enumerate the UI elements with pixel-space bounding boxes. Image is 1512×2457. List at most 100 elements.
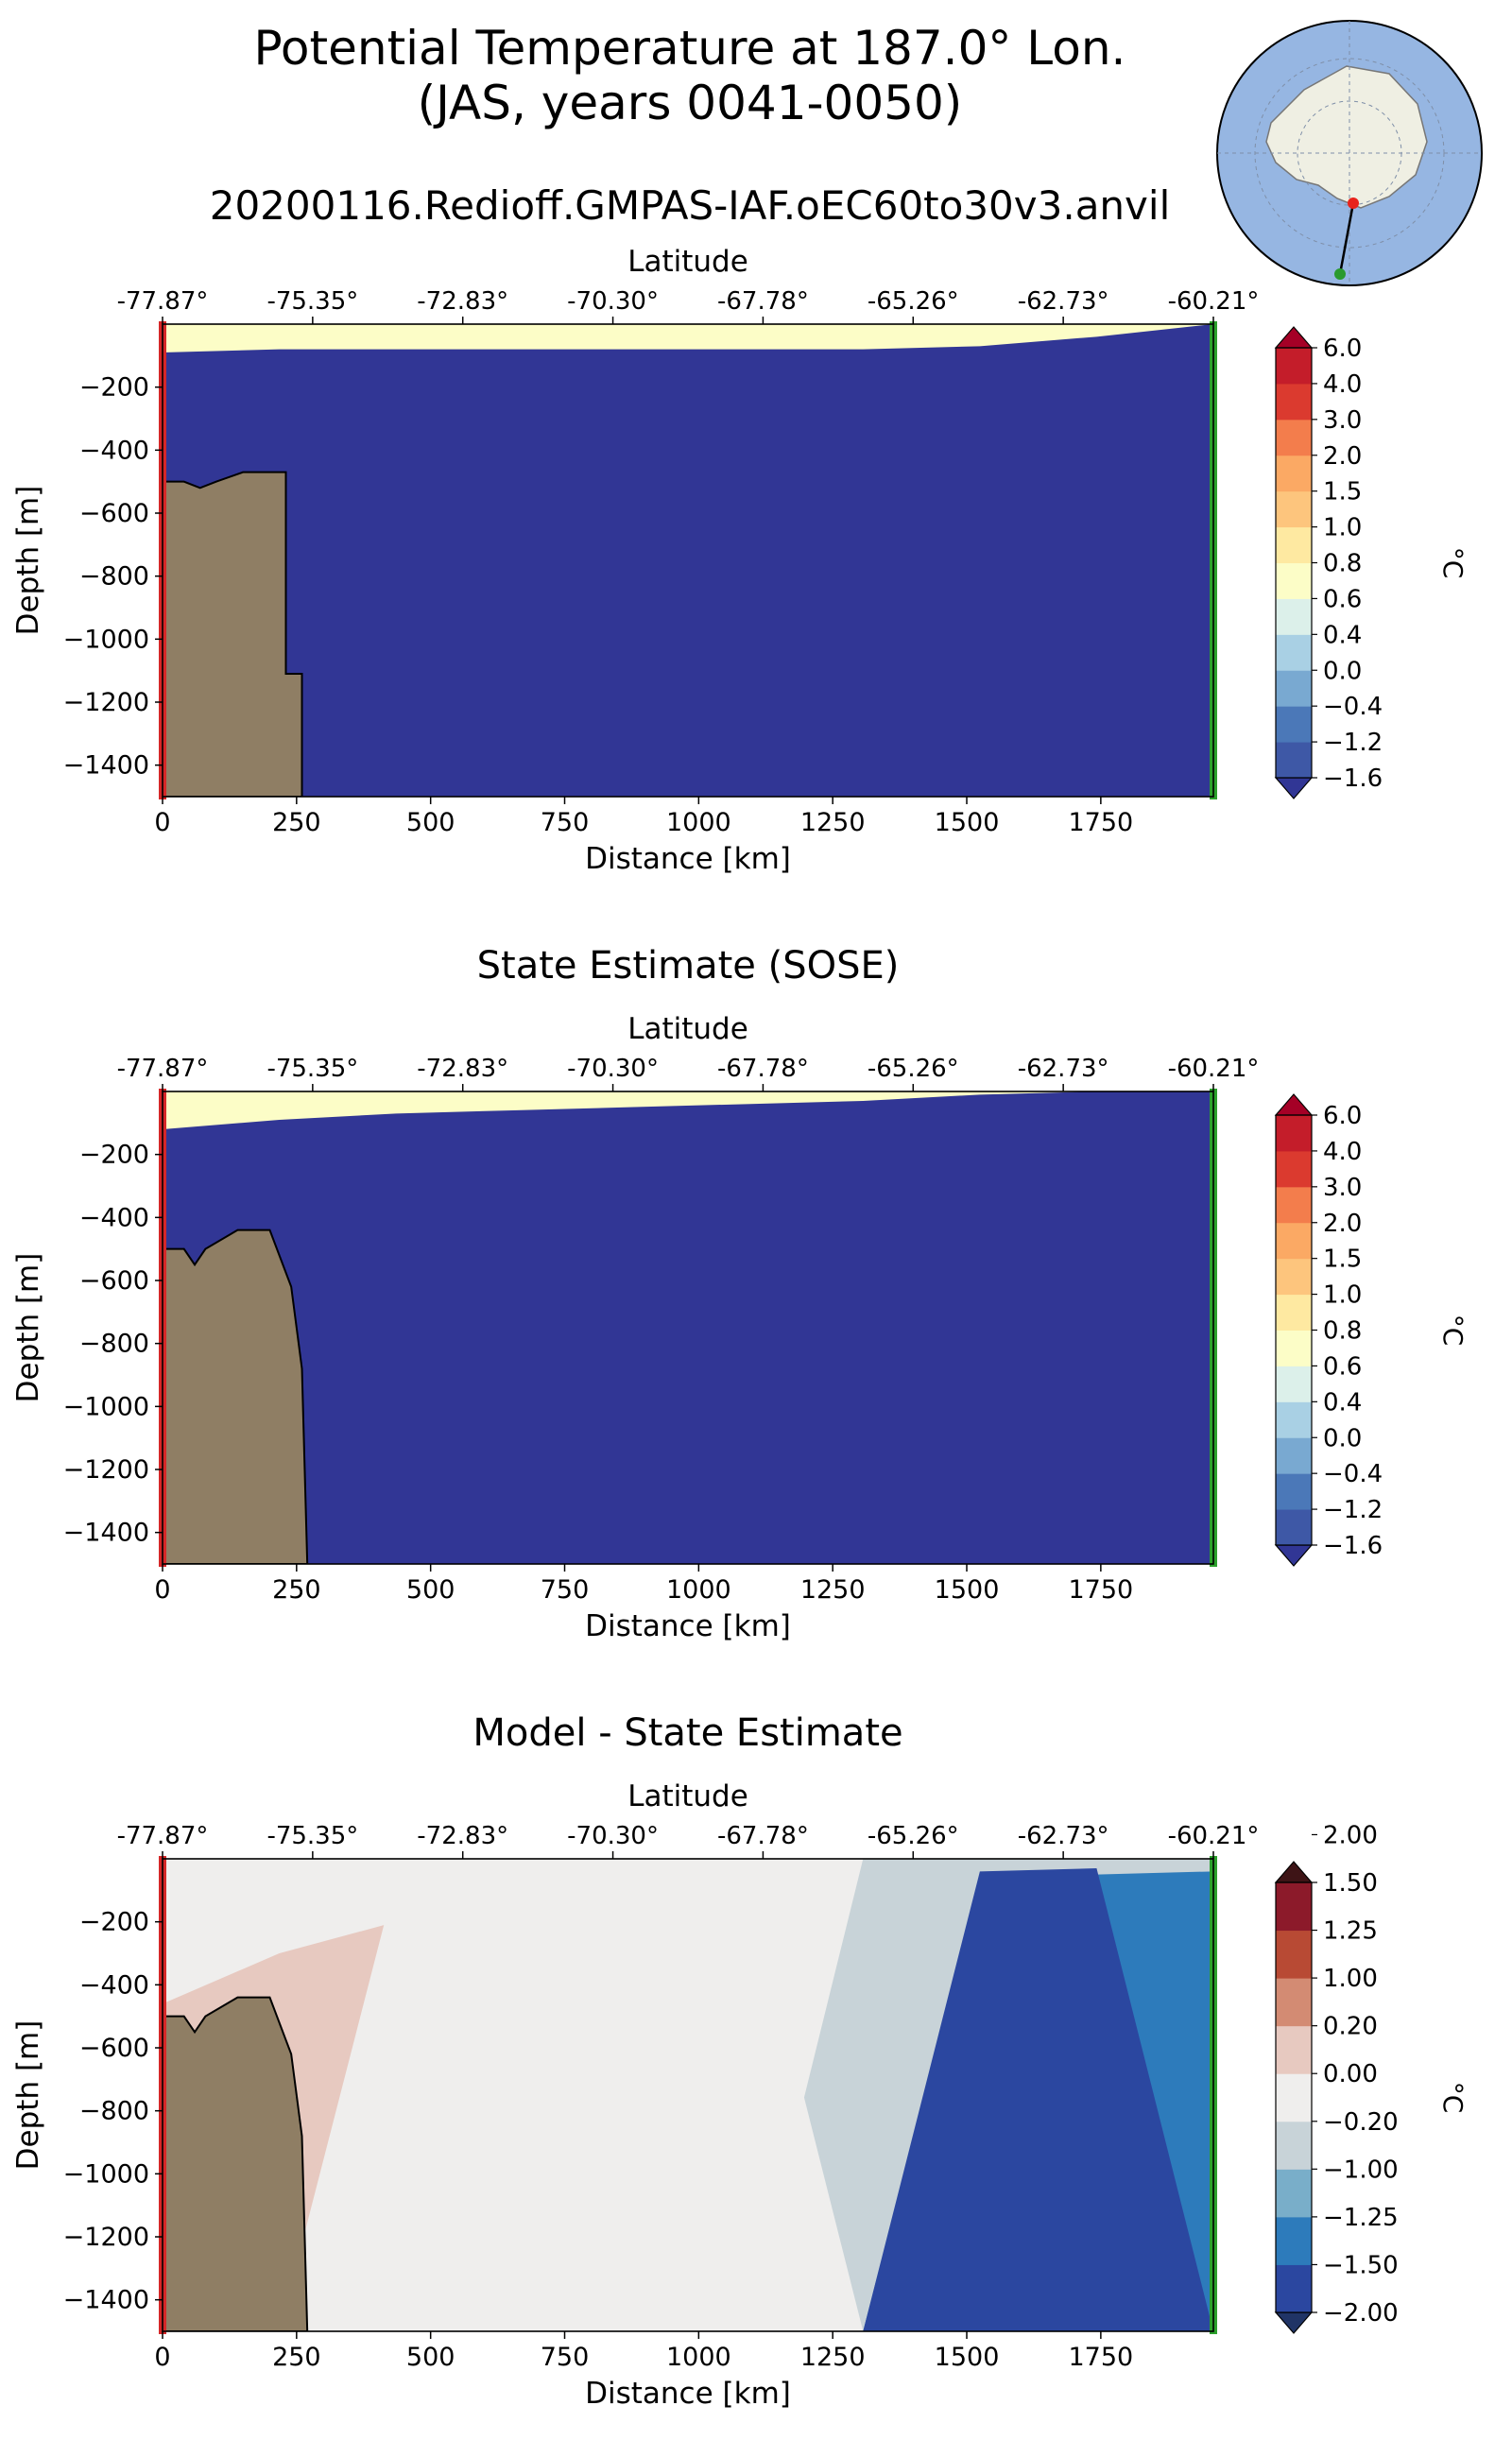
y-tick-label: −400 [79,1203,149,1232]
inset-antarctica [1265,65,1428,209]
x-tick-label: 1750 [1068,1575,1133,1605]
colorbar-tick-label: 1.25 [1323,1917,1378,1946]
colorbar-tick-label: 0.0 [1323,657,1362,685]
x-tick-label: 1250 [800,2343,866,2372]
colorbar-tick-label: 1.00 [1323,1965,1378,1993]
colorbar-tick-label: −1.2 [1323,729,1383,757]
y-tick-label: −1400 [63,751,149,781]
top-tick-label: -72.83° [417,287,508,316]
panel-sose: State Estimate (SOSE) 0 250 500 750 1000 1250 1… [11,944,1469,1643]
colorbar-segment [1276,1401,1312,1438]
x-tick-label: 0 [154,1575,170,1605]
colorbar-segment [1276,1930,1312,1979]
top-tick-label: -65.26° [868,1822,959,1850]
x-tick-label: 1250 [800,1575,866,1605]
colorbar: −1.6 −1.2 −0.4 0.0 0.4 0.6 0.8 1.0 1.5 2.0 3.0 4.0 6… [1274,326,1469,799]
colorbar-tick-label: 3.0 [1323,406,1362,435]
top-tick-label: -75.35° [266,1822,358,1850]
x-tick-label: 1500 [935,1575,1000,1605]
panel-title: Model - State Estimate [472,1711,902,1755]
y-tick-label: −1000 [63,1392,149,1421]
y-tick-label: −1200 [63,1455,149,1485]
colorbar-segment [1276,742,1312,779]
colorbar-label: °C [1437,547,1469,579]
colorbar-segment [1276,562,1312,599]
top-tick-label: -75.35° [266,1055,358,1083]
x-tick-label: 1000 [666,2343,731,2372]
top-tick-label: -72.83° [417,1822,508,1850]
top-tick-label: -72.83° [417,1055,508,1083]
colorbar-extend-high [1274,1093,1314,1116]
colorbar-segment [1276,1150,1312,1188]
colorbar-tick-label: 0.00 [1323,2060,1378,2088]
top-tick-label: -70.30° [567,1822,659,1850]
top-axis-label: Latitude [627,245,748,279]
colorbar-tick-label: −2.00 [1323,2299,1399,2328]
colorbar-extend-low [1274,2311,1314,2334]
top-tick-label: -75.35° [266,287,358,316]
colorbar-tick-label: 2.0 [1323,1210,1362,1238]
colorbar-extend-high [1274,326,1314,349]
colorbar-segment [1276,1186,1312,1224]
x-tick-label: 1750 [1068,808,1133,837]
y-tick-label: −800 [79,1330,149,1359]
bathymetry-land [163,471,303,797]
top-tick-label: -62.73° [1018,1822,1109,1850]
top-tick-label: -70.30° [567,1055,659,1083]
top-tick-label: -77.87° [117,1822,209,1850]
top-axis-label: Latitude [627,1012,748,1046]
y-tick-label: −600 [79,1266,149,1296]
x-tick-label: 1250 [800,808,866,837]
colorbar-tick-label: −1.6 [1323,1532,1383,1560]
y-tick-label: −1400 [63,2286,149,2315]
inset-start-dot [1348,198,1359,209]
x-tick-label: 750 [541,2343,590,2372]
colorbar-segment [1276,490,1312,528]
x-tick-label: 250 [272,808,321,837]
y-tick-label: −400 [79,436,149,465]
contour-band-7 [163,1868,1213,2331]
colorbar-segment [1276,1366,1312,1402]
colorbar-segment [1276,670,1312,707]
x-axis-label: Distance [km] [585,842,791,876]
x-tick-label: 0 [154,2343,170,2372]
colorbar-tick-label: −1.6 [1323,765,1383,793]
colorbar-segment [1276,383,1312,421]
x-axis-label: Distance [km] [585,2377,791,2411]
colorbar-tick-label: 0.6 [1323,1352,1362,1381]
colorbar-label: °C [1437,1314,1469,1347]
panel-model: 0 250 500 750 1000 1250 1500 1750 Distance [km] −… [11,245,1469,876]
contour-field [163,1859,1213,2331]
colorbar-tick-label: 6.0 [1323,335,1362,363]
colorbar-tick-label: −0.4 [1323,693,1383,721]
colorbar-tick-label: −1.25 [1323,2204,1399,2232]
inset-end-dot [1334,268,1346,280]
colorbar-tick-label: 0.0 [1323,1424,1362,1452]
colorbar-segment [1276,706,1312,743]
x-tick-label: 500 [406,1575,455,1605]
colorbar-segment [1276,419,1312,456]
colorbar-tick-label: 6.0 [1323,1102,1362,1130]
contour-band-12 [163,1091,1213,1564]
colorbar-extend-low [1274,1544,1314,1567]
plot-frame [162,1091,1214,1565]
contour-band-3 [163,1868,1213,2331]
colorbar-tick-label: 4.0 [1323,1138,1362,1166]
colorbar-tick-label: −1.50 [1323,2251,1399,2279]
colorbar-tick-label: 1.50 [1323,1869,1378,1898]
y-tick-label: −600 [79,499,149,528]
colorbar-segment [1276,1115,1312,1152]
plot-frame [162,1858,1214,2332]
colorbar-segment [1276,1473,1312,1510]
y-axis-label: Depth [m] [11,2020,45,2171]
x-tick-label: 500 [406,2343,455,2372]
top-tick-label: -70.30° [567,287,659,316]
y-axis-label: Depth [m] [11,1253,45,1403]
colorbar-tick-label: −0.20 [1323,2108,1399,2137]
colorbar-tick-label: 1.5 [1323,478,1362,507]
y-tick-label: −1000 [63,625,149,654]
colorbar-tick-label: 3.0 [1323,1174,1362,1202]
x-tick-label: 1000 [666,1575,731,1605]
y-tick-label: −800 [79,562,149,592]
contour-field [163,1091,1213,1564]
